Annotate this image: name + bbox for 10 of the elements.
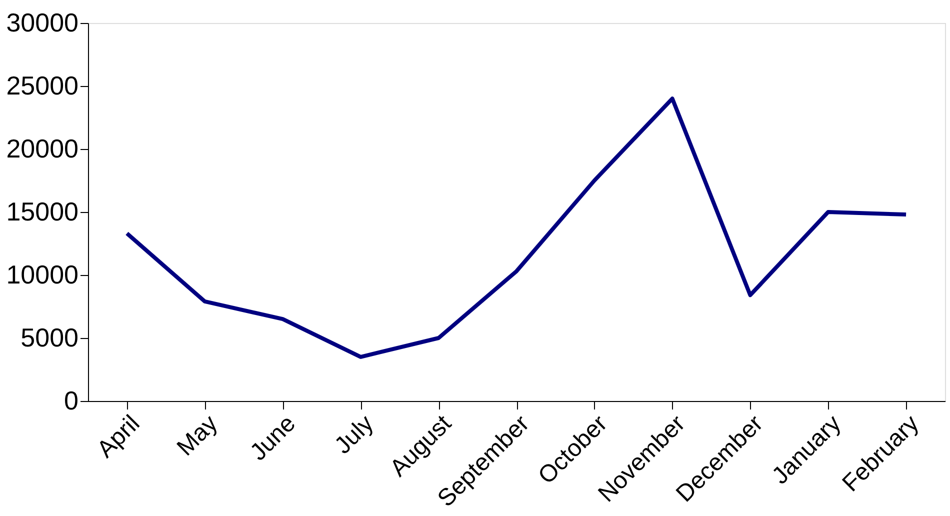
y-tick-label: 10000 (6, 260, 78, 290)
y-tick-label: 0 (64, 386, 78, 416)
y-tick-label: 25000 (6, 70, 78, 100)
x-tick-label: July (330, 410, 379, 460)
x-tick-label: May (172, 410, 224, 462)
y-tick-label: 15000 (6, 196, 78, 226)
y-tick-label: 5000 (20, 322, 78, 352)
y-tick-label: 20000 (6, 134, 78, 164)
line-series (124, 96, 908, 359)
y-tick-label: 30000 (6, 8, 78, 38)
